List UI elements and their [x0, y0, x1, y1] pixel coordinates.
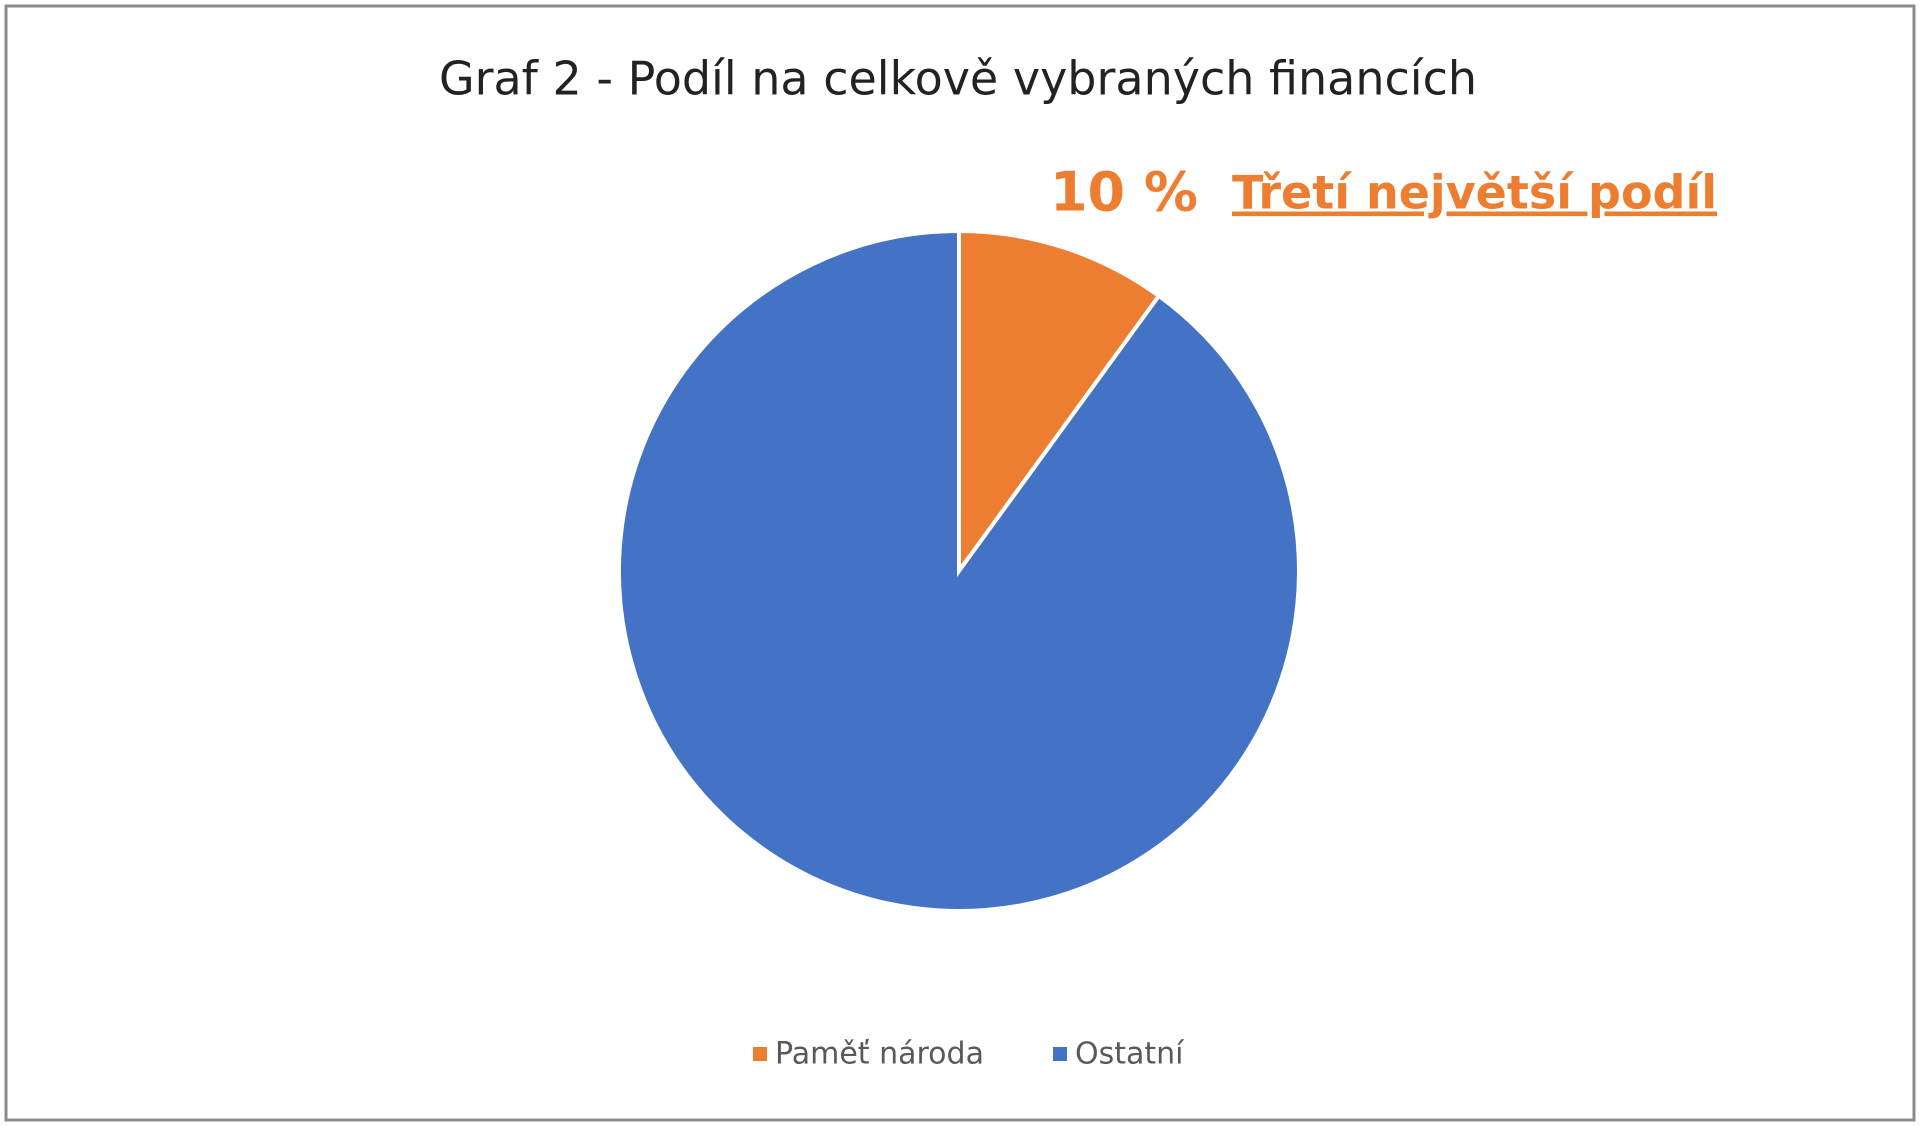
annotation: Třetí největší podíl — [1232, 166, 1717, 220]
legend-label: Paměť národa — [775, 1037, 984, 1072]
legend-label: Ostatní — [1075, 1037, 1185, 1072]
data-label: 10 % — [1050, 161, 1198, 224]
legend-swatch — [753, 1047, 767, 1061]
pie-slice — [617, 228, 1302, 913]
chart-title: Graf 2 - Podíl na celkově vybraných fina… — [439, 52, 1477, 106]
pie-slice — [957, 228, 1162, 578]
legend-swatch — [1053, 1047, 1067, 1061]
